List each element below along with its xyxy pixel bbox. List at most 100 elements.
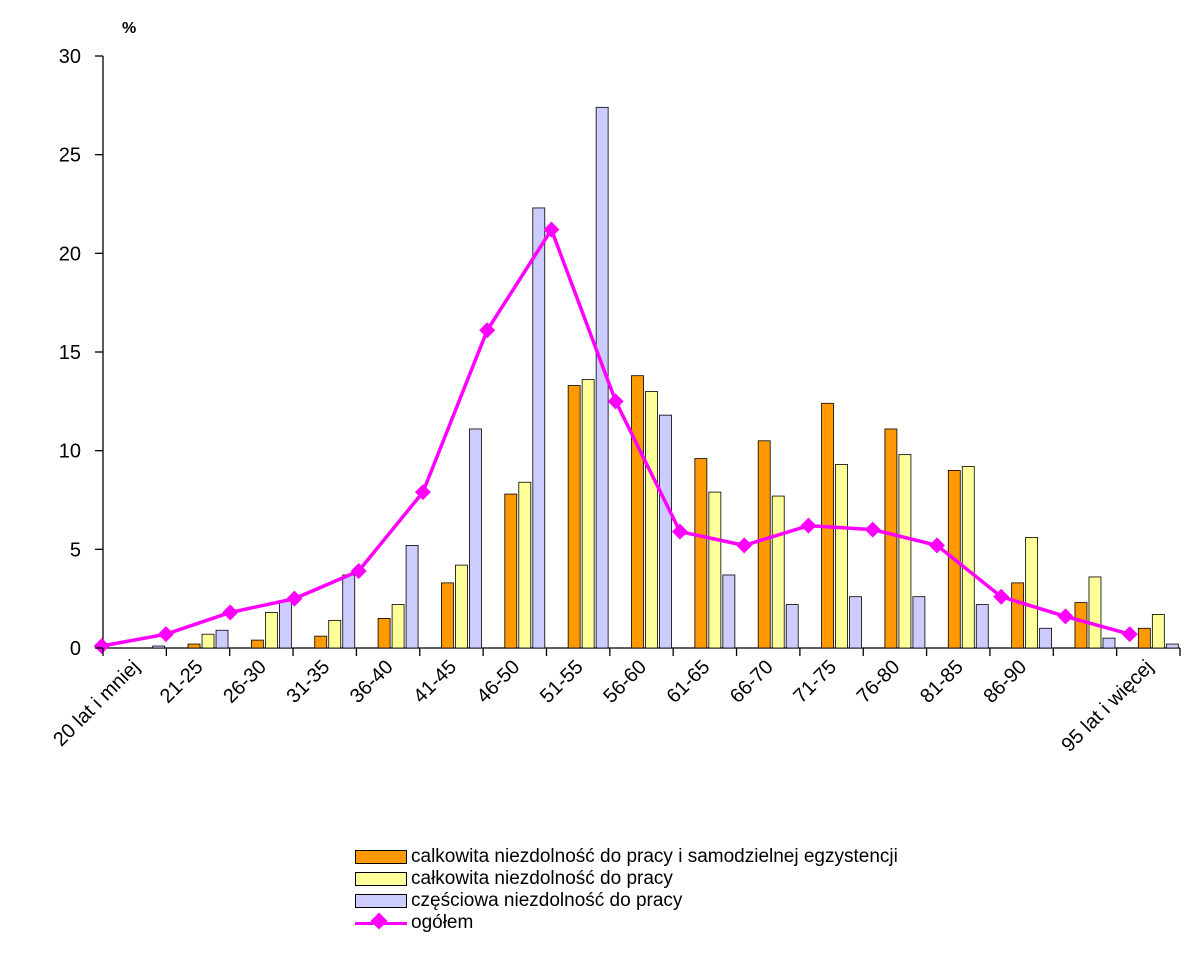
bar	[835, 464, 848, 649]
bar	[504, 493, 518, 649]
bar	[659, 414, 672, 649]
line-point	[864, 521, 881, 538]
bar	[532, 207, 546, 649]
bar	[1025, 537, 1039, 649]
bar	[1151, 614, 1165, 649]
bar	[645, 391, 658, 649]
line-point	[222, 604, 239, 621]
bar	[278, 600, 292, 649]
y-tick-label: 5	[70, 539, 81, 561]
line-point	[1121, 626, 1138, 643]
bar	[708, 491, 722, 649]
bar	[201, 633, 215, 649]
y-axis-label: %	[122, 20, 136, 37]
bar	[1165, 643, 1179, 649]
line-point	[286, 590, 303, 607]
legend-swatch	[355, 872, 407, 886]
bar	[722, 574, 736, 649]
bar	[441, 582, 454, 649]
bar	[469, 428, 482, 649]
bar	[567, 385, 581, 649]
line-point	[414, 484, 431, 501]
line-point	[993, 588, 1010, 605]
bar	[377, 618, 391, 649]
y-tick-label: 25	[59, 145, 81, 167]
bar	[757, 440, 771, 649]
x-tick-label: 36-40	[346, 656, 398, 708]
bar	[391, 604, 405, 649]
bar	[187, 643, 201, 649]
legend-label: ogółem	[411, 912, 474, 933]
legend-label: całkowita niezdolność do pracy	[411, 868, 673, 889]
x-tick-label: 95 lat i więcej	[1057, 656, 1157, 756]
y-tick-label: 30	[59, 46, 81, 68]
x-tick-label: 21-25	[156, 656, 208, 708]
y-tick-label: 15	[59, 342, 81, 364]
line-point	[607, 393, 624, 410]
legend: calkowita niezdolność do pracy i samodzi…	[355, 846, 898, 934]
line-point	[479, 322, 496, 339]
line-point	[1057, 608, 1074, 625]
bar	[455, 564, 468, 649]
bar	[1102, 637, 1116, 649]
x-tick-label: 46-50	[473, 656, 525, 708]
bar	[405, 544, 419, 649]
bar	[1074, 602, 1088, 649]
bar	[250, 639, 264, 649]
line-point	[157, 626, 174, 643]
x-tick-label: 51-55	[536, 656, 588, 708]
x-tick-label: 81-85	[916, 656, 968, 708]
bar	[898, 454, 912, 649]
legend-item: calkowita niezdolność do pracy i samodzi…	[355, 846, 898, 868]
x-tick-label: 61-65	[663, 656, 715, 708]
legend-label: częściowa niezdolność do pracy	[411, 890, 683, 911]
legend-item: ogółem	[355, 912, 898, 934]
x-tick-label: 66-70	[726, 656, 778, 708]
x-tick-label: 26-30	[219, 656, 271, 708]
line-point	[671, 523, 688, 540]
y-tick-label: 0	[70, 638, 81, 660]
bar	[1011, 582, 1025, 649]
legend-line-swatch	[355, 912, 407, 930]
line-point	[93, 638, 110, 655]
bar	[518, 481, 532, 649]
bar	[328, 619, 342, 649]
bar	[1039, 627, 1053, 649]
bar	[581, 379, 595, 649]
bar	[215, 629, 229, 649]
line-point	[928, 537, 945, 554]
bar	[975, 604, 989, 649]
legend-item: częściowa niezdolność do pracy	[355, 890, 898, 912]
bar	[884, 428, 898, 649]
bar	[785, 604, 799, 649]
line-point	[736, 537, 753, 554]
bar	[264, 612, 278, 649]
line-point	[800, 517, 817, 534]
bar	[631, 375, 644, 649]
legend-item: całkowita niezdolność do pracy	[355, 868, 898, 890]
bar	[314, 635, 328, 649]
x-tick-label: 20 lat i mniej	[49, 656, 144, 751]
legend-swatch	[355, 894, 407, 908]
x-tick-label: 41-45	[409, 656, 461, 708]
y-tick-label: 20	[59, 243, 81, 265]
bar	[1088, 576, 1102, 649]
bar	[849, 596, 862, 649]
bar	[152, 645, 166, 649]
bar	[912, 596, 926, 649]
line-point	[543, 221, 560, 238]
bar	[342, 574, 356, 649]
x-tick-label: 76-80	[853, 656, 905, 708]
bar	[1137, 627, 1151, 649]
x-tick-label: 31-35	[283, 656, 335, 708]
y-tick-label: 10	[59, 441, 81, 463]
x-tick-label: 71-75	[789, 656, 841, 708]
x-tick-label: 56-60	[599, 656, 651, 708]
bar	[771, 495, 785, 649]
legend-label: calkowita niezdolność do pracy i samodzi…	[411, 846, 898, 867]
line-point	[350, 563, 367, 580]
legend-swatch	[355, 850, 407, 864]
bar	[961, 466, 975, 649]
